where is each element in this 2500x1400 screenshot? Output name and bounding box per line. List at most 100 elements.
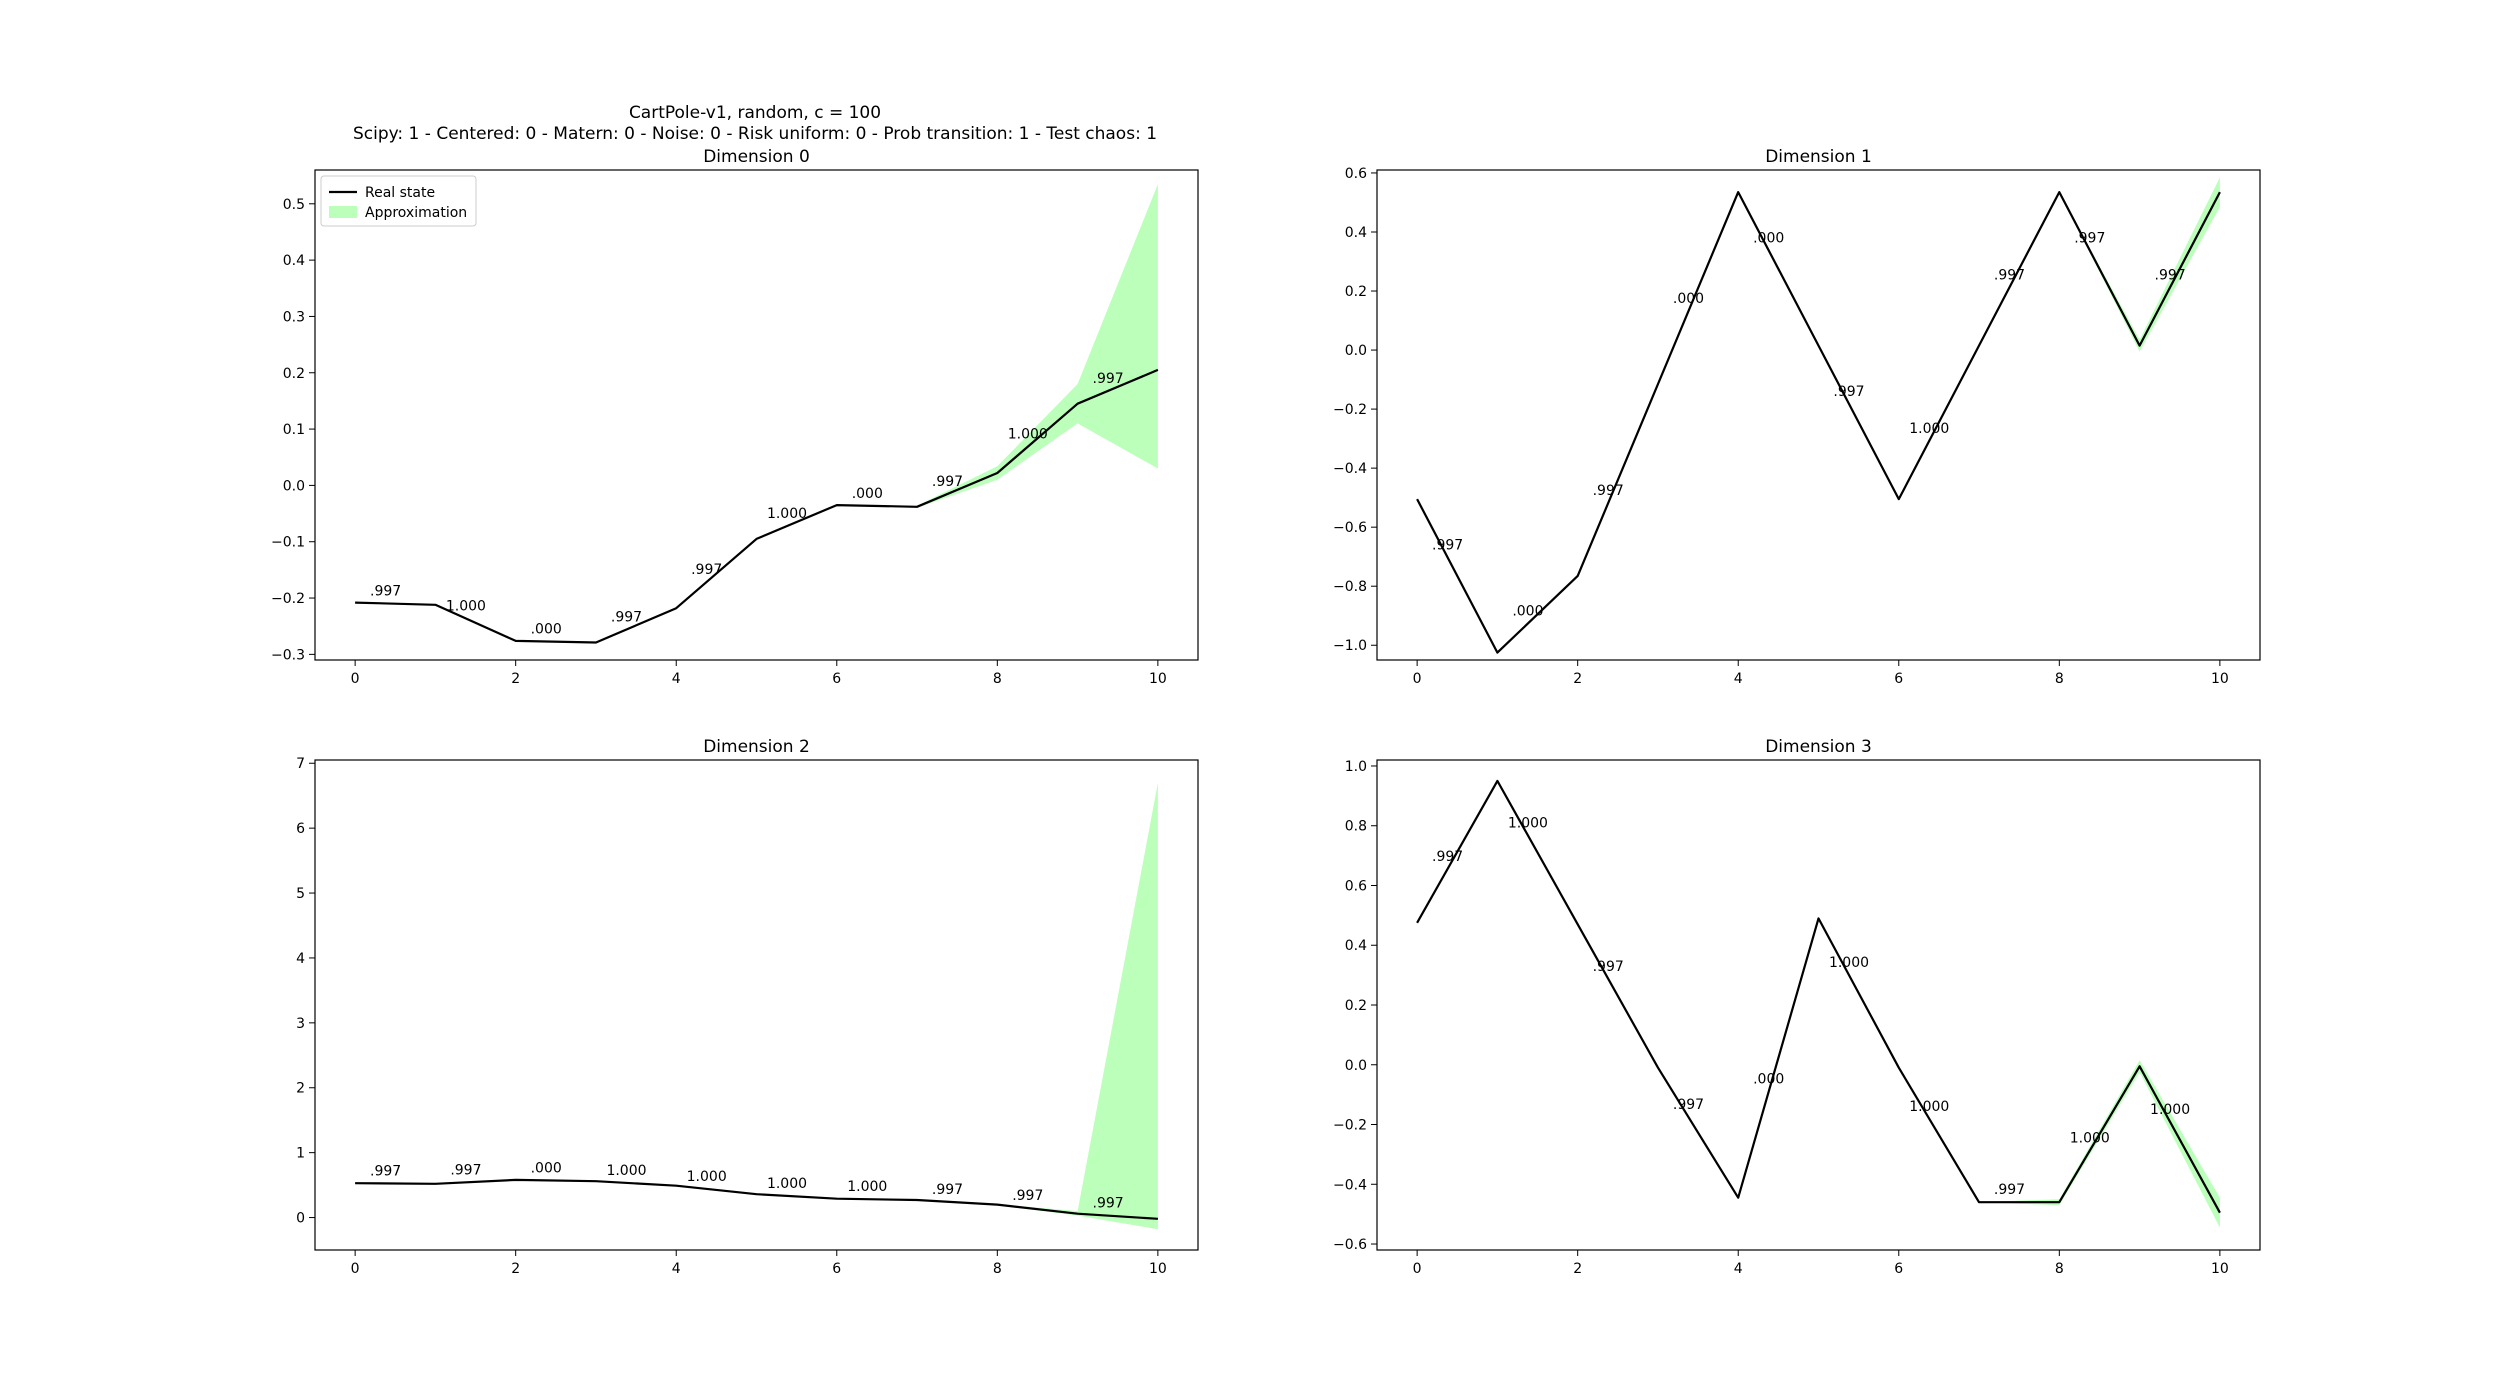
probability-label: 1.000 (687, 1169, 727, 1185)
y-tick-label: 1 (296, 1146, 305, 1162)
x-tick-label: 4 (1734, 1261, 1743, 1277)
y-tick-label: 0.0 (1345, 343, 1367, 359)
probability-label: .997 (2155, 267, 2186, 283)
x-tick-label: 6 (1894, 1261, 1903, 1277)
y-tick-label: −0.1 (271, 535, 305, 551)
y-tick-label: 0.5 (283, 197, 305, 213)
y-tick-label: −0.8 (1333, 579, 1367, 595)
legend-box (320, 175, 477, 227)
probability-label: 1.000 (847, 1179, 887, 1195)
axes-frame (1376, 169, 2261, 661)
probability-label: .997 (1432, 538, 1463, 554)
subplot-dimension-0: Dimension 0 .997 1.000 .000 .997 .997 1.000 .00… (271, 147, 1199, 687)
y-tick-label: −0.3 (271, 647, 305, 663)
probability-label: 1.000 (1008, 427, 1048, 443)
y-tick-label: 7 (296, 756, 305, 772)
probability-label: .997 (1673, 1097, 1704, 1113)
probability-label: 1.000 (2150, 1102, 2190, 1118)
y-tick-label: 0.2 (1345, 284, 1367, 300)
approximation-band (1417, 780, 2220, 1228)
probability-label: .000 (531, 622, 562, 638)
probability-label: .997 (370, 1163, 401, 1179)
y-tick-label: 3 (296, 1016, 305, 1032)
probability-label: 1.000 (1909, 421, 1949, 437)
probability-label: .997 (1012, 1188, 1043, 1204)
subplot-grid: Dimension 0.9971.000.000.997.9971.000.00… (271, 147, 2261, 1277)
probability-label: .997 (611, 610, 642, 626)
y-tick-label: −0.2 (271, 591, 305, 607)
legend-label: Real state (365, 185, 435, 201)
y-tick-label: 0.0 (283, 478, 305, 494)
axes-frame (314, 759, 1199, 1251)
subplot-dimension-2: Dimension 2 .997 .997 .000 1.000 1.000 1.000 1.… (296, 737, 1199, 1277)
probability-label: .000 (1673, 291, 1704, 307)
probability-label: 1.000 (446, 599, 486, 615)
y-tick-label: 0.8 (1345, 819, 1367, 835)
probability-label: 1.000 (1508, 815, 1548, 831)
y-tick-label: −0.6 (1333, 520, 1367, 536)
x-tick-label: 6 (832, 671, 841, 687)
x-tick-label: 4 (672, 671, 681, 687)
x-tick-label: 8 (993, 671, 1002, 687)
y-tick-label: 0.3 (283, 309, 305, 325)
x-tick-label: 4 (672, 1261, 681, 1277)
x-tick-label: 2 (511, 1261, 520, 1277)
y-tick-label: −0.4 (1333, 461, 1367, 477)
subplot-dimension-1: Dimension 1 .997 .000 .997 .000 .000 .997 1.000… (1333, 147, 2261, 687)
x-tick-label: 8 (2055, 671, 2064, 687)
probability-label: 1.000 (606, 1163, 646, 1179)
x-tick-label: 2 (1573, 1261, 1582, 1277)
subplot-dimension-3: Dimension 3 .997 1.000 .997 .997 .000 1.000 1.0… (1333, 737, 2261, 1277)
probability-label: .000 (1512, 604, 1543, 620)
y-tick-label: 0 (296, 1211, 305, 1227)
probability-label: 1.000 (767, 1176, 807, 1192)
probability-label: .000 (531, 1160, 562, 1176)
suptitle-line2: Scipy: 1 - Centered: 0 - Matern: 0 - Noi… (353, 124, 1157, 144)
probability-label: .997 (1994, 267, 2025, 283)
x-tick-label: 0 (351, 1261, 360, 1277)
probability-label: .997 (1833, 384, 1864, 400)
x-tick-label: 0 (351, 671, 360, 687)
y-tick-label: 0.4 (283, 253, 305, 269)
y-tick-label: 0.0 (1345, 1058, 1367, 1074)
subplot-title: Dimension 2 (703, 737, 810, 757)
subplot-title: Dimension 1 (1765, 147, 1872, 167)
probability-label: .997 (1432, 849, 1463, 865)
legend: Real state Approximation (320, 175, 477, 227)
x-tick-label: 4 (1734, 671, 1743, 687)
real-state-line (355, 1178, 1158, 1220)
y-tick-label: 0.1 (283, 422, 305, 438)
y-tick-label: 0.6 (1345, 166, 1367, 182)
x-tick-label: 0 (1413, 1261, 1422, 1277)
y-tick-label: 4 (296, 951, 305, 967)
x-tick-label: 2 (511, 671, 520, 687)
probability-label: .997 (1593, 483, 1624, 499)
y-tick-label: −0.2 (1333, 1118, 1367, 1134)
y-tick-label: 0.2 (1345, 998, 1367, 1014)
x-tick-label: 8 (993, 1261, 1002, 1277)
y-tick-label: 2 (296, 1081, 305, 1097)
y-tick-label: 1.0 (1345, 759, 1367, 775)
probability-label: .997 (1093, 371, 1124, 387)
x-tick-label: 10 (1149, 671, 1167, 687)
probability-label: .997 (370, 583, 401, 599)
legend-patch-swatch (329, 206, 357, 218)
probability-label: .997 (1093, 1196, 1124, 1212)
y-tick-label: −0.4 (1333, 1177, 1367, 1193)
probability-label: 1.000 (767, 506, 807, 522)
x-tick-label: 0 (1413, 671, 1422, 687)
x-tick-label: 6 (1894, 671, 1903, 687)
approximation-band (1417, 177, 2220, 653)
real-state-line (355, 368, 1159, 644)
y-tick-label: 0.4 (1345, 938, 1367, 954)
approximation-band (355, 184, 1158, 643)
subplot-title: Dimension 3 (1765, 737, 1872, 757)
probability-label: .997 (691, 562, 722, 578)
probability-label: .997 (932, 1182, 963, 1198)
legend-label: Approximation (365, 205, 467, 221)
axes-frame (314, 169, 1199, 661)
probability-label: .000 (1753, 1072, 1784, 1088)
probability-label: 1.000 (1829, 955, 1869, 971)
axes-frame (1376, 759, 2261, 1251)
